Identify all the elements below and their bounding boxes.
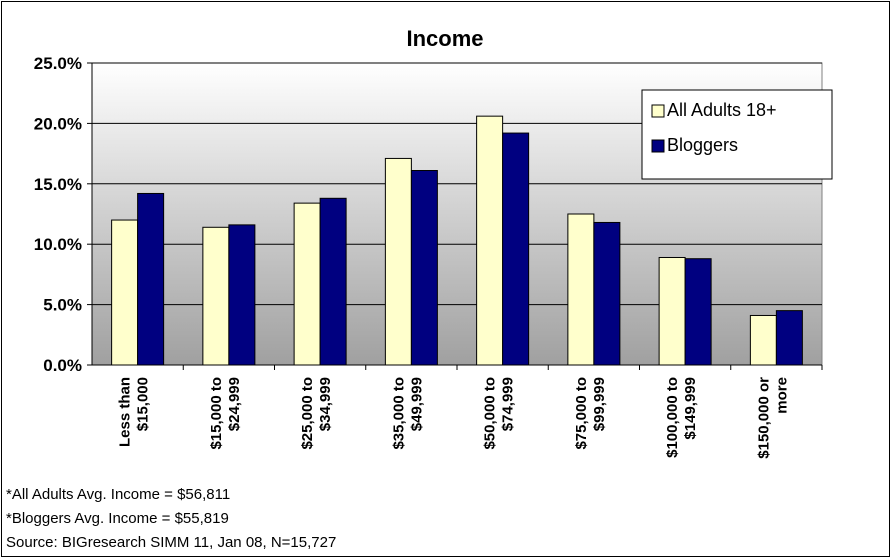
y-tick-label: 20.0% [34, 114, 82, 133]
legend-box [641, 89, 833, 180]
bar-bloggers [319, 197, 347, 366]
x-tick-label: $50,000 to$74,999 [482, 377, 517, 450]
footnote-bloggers-income: *Bloggers Avg. Income = $55,819 [6, 510, 229, 527]
bar-all-adults [293, 202, 321, 366]
bar-all-adults [384, 157, 412, 366]
bar-bloggers [502, 132, 530, 366]
bar-bloggers [775, 310, 803, 366]
x-tick-label: $35,000 to$49,999 [390, 377, 425, 450]
bar-bloggers [228, 224, 256, 366]
bar-bloggers [410, 170, 438, 366]
y-tick-label: 10.0% [34, 235, 82, 254]
legend-swatch [651, 104, 665, 118]
footnotes: *All Adults Avg. Income = $56,811 *Blogg… [6, 483, 336, 555]
chart-title: Income [406, 26, 483, 51]
source-note: Source: BIGresearch SIMM 11, Jan 08, N=1… [6, 534, 337, 551]
bar-all-adults [749, 314, 777, 366]
bar-bloggers [684, 258, 712, 366]
footnote-adults-income: *All Adults Avg. Income = $56,811 [6, 486, 231, 503]
x-tick-label: $75,000 to$99,999 [573, 377, 608, 450]
y-tick-label: 25.0% [34, 54, 82, 73]
x-tick-label: $150,000 ormore [755, 377, 790, 459]
x-tick-label: Less than$15,000 [117, 377, 152, 447]
bar-all-adults [567, 213, 595, 366]
y-tick-label: 0.0% [43, 356, 82, 375]
bar-all-adults [658, 256, 686, 366]
x-tick-label: $25,000 to$34,999 [299, 377, 334, 450]
x-tick-label: $15,000 to$24,999 [208, 377, 243, 450]
bar-bloggers [593, 221, 621, 366]
bar-all-adults [111, 219, 139, 366]
x-tick-label: $100,000 to$149,999 [664, 377, 699, 458]
y-tick-label: 15.0% [34, 175, 82, 194]
legend-label: Bloggers [667, 135, 738, 155]
bar-all-adults [202, 226, 230, 366]
bar-bloggers [137, 192, 165, 366]
legend-label: All Adults 18+ [667, 100, 777, 120]
legend-swatch [651, 139, 665, 153]
y-tick-label: 5.0% [43, 296, 82, 315]
bar-all-adults [476, 115, 504, 366]
